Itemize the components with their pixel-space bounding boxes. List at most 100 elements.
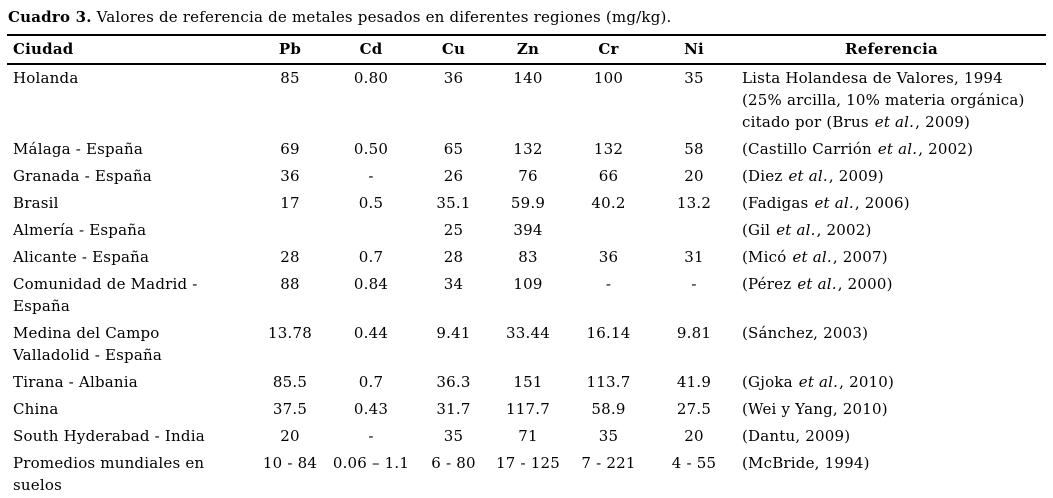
reference-text: Lista Holandesa de Valores, 1994 (25% ar… [742, 69, 1025, 131]
cr-cell: 66 [598, 167, 619, 185]
reference-etal: et al. [814, 194, 854, 212]
zn-cell: 140 [513, 69, 543, 87]
city-cell: Holanda [13, 69, 79, 87]
city-cell: Comunidad de Madrid - España [13, 275, 198, 315]
reference-text: (Pérez [742, 275, 792, 293]
reference-text: (Diez [742, 167, 783, 185]
reference-etal: et al. [776, 221, 816, 239]
reference-text-end: , 2009) [915, 113, 971, 131]
cr-cell [566, 217, 651, 244]
zn-cell: 151 [513, 373, 543, 391]
ni-cell: 58 [684, 140, 704, 158]
column-header-pb: Pb [255, 35, 325, 65]
zn-cell: 76 [518, 167, 538, 185]
column-header-ni: Ni [651, 35, 737, 65]
ni-cell: 13.2 [676, 194, 712, 212]
reference-cell: (Diez et al., 2009) [737, 163, 1046, 190]
table-row: Holanda 85 0.80 36 140 100 35 Lista Hola… [7, 64, 1046, 136]
ni-cell: 4 - 55 [671, 454, 717, 472]
column-header-referencia: Referencia [737, 35, 1046, 65]
cu-cell: 35 [443, 427, 464, 445]
cr-cell: 132 [593, 140, 624, 158]
cd-cell: 0.43 [353, 400, 389, 418]
city-cell: Medina del Campo Valladolid - España [13, 324, 162, 364]
column-header-cr: Cr [566, 35, 651, 65]
cu-cell: 31.7 [436, 400, 471, 418]
pb-cell [255, 217, 325, 244]
reference-text: (Castillo Carrión [742, 140, 872, 158]
table-row: Almería - España 25 394 (Gil et al., 2002… [7, 217, 1046, 244]
table-row: Alicante - España 28 0.7 28 83 36 31 (Mi… [7, 244, 1046, 271]
table-row: Tirana - Albania 85.5 0.7 36.3 151 113.7… [7, 369, 1046, 396]
cu-cell: 36.3 [436, 373, 471, 391]
reference-text: (Micó [742, 248, 787, 266]
zn-cell: 17 - 125 [496, 454, 560, 472]
table-row: Granada - España 36 - 26 76 66 20 (Diez e… [7, 163, 1046, 190]
reference-text: (Sánchez, 2003) [742, 324, 869, 342]
cd-cell [325, 217, 417, 244]
cu-cell: 6 - 80 [431, 454, 476, 472]
reference-values-table: Ciudad Pb Cd Cu Zn Cr Ni Referencia Hola… [7, 34, 1046, 498]
pb-cell: 17 [280, 194, 300, 212]
cu-cell: 35.1 [436, 194, 471, 212]
zn-cell: 83 [518, 248, 538, 266]
cd-cell: - [368, 167, 374, 185]
city-cell: Promedios mundiales en suelos [13, 454, 205, 494]
reference-etal: et al. [874, 113, 915, 131]
cd-cell: 0.5 [358, 194, 384, 212]
cu-cell: 34 [443, 275, 464, 293]
zn-cell: 117.7 [506, 400, 550, 418]
reference-text: (Dantu, 2009) [742, 427, 851, 445]
pb-cell: 28 [280, 248, 300, 266]
reference-text-end: , 2010) [839, 373, 895, 391]
city-cell: South Hyderabad - India [13, 427, 205, 445]
cr-cell: 100 [593, 69, 624, 87]
reference-etal: et al. [792, 248, 832, 266]
cu-cell: 25 [443, 221, 464, 239]
ni-cell: - [691, 275, 697, 293]
cd-cell: 0.50 [353, 140, 389, 158]
pb-cell: 10 - 84 [262, 454, 318, 472]
city-cell: Almería - España [13, 221, 147, 239]
ni-cell: 9.81 [676, 324, 712, 342]
pb-cell: 36 [280, 167, 300, 185]
cr-cell: 58.9 [591, 400, 626, 418]
ni-cell: 35 [684, 69, 704, 87]
city-cell: Brasil [13, 194, 59, 212]
reference-cell: (Gil et al., 2002) [737, 217, 1046, 244]
pb-cell: 13.78 [268, 324, 312, 342]
reference-cell: (Fadigas et al., 2006) [737, 190, 1046, 217]
cd-cell: 0.06 – 1.1 [332, 454, 410, 472]
reference-etal: et al. [788, 167, 828, 185]
cd-cell: 0.44 [353, 324, 389, 342]
pb-cell: 85 [280, 69, 300, 87]
cd-cell: 0.7 [358, 248, 384, 266]
reference-text-end: , 2006) [854, 194, 910, 212]
cr-cell: 16.14 [586, 324, 631, 342]
table-row: Medina del Campo Valladolid - España 13.… [7, 320, 1046, 369]
zn-cell: 71 [518, 427, 538, 445]
zn-cell: 33.44 [506, 324, 550, 342]
pb-cell: 88 [280, 275, 300, 293]
cr-cell: - [605, 275, 612, 293]
cr-cell: 113.7 [586, 373, 631, 391]
pb-cell: 20 [280, 427, 300, 445]
reference-cell: (Pérez et al., 2000) [737, 271, 1046, 320]
table-caption: Cuadro 3. Valores de referencia de metal… [8, 8, 1046, 27]
city-cell: China [13, 400, 59, 418]
pb-cell: 85.5 [272, 373, 308, 391]
zn-cell: 109 [513, 275, 543, 293]
zn-cell: 59.9 [510, 194, 546, 212]
cd-cell: 0.84 [353, 275, 389, 293]
table-row: Brasil 17 0.5 35.1 59.9 40.2 13.2 (Fadig… [7, 190, 1046, 217]
cr-cell: 40.2 [591, 194, 626, 212]
reference-text-end: , 2002) [918, 140, 974, 158]
city-cell: Granada - España [13, 167, 152, 185]
reference-cell: (Micó et al., 2007) [737, 244, 1046, 271]
table-row: China 37.5 0.43 31.7 117.7 58.9 27.5 (We… [7, 396, 1046, 423]
reference-cell: (Castillo Carrión et al., 2002) [737, 136, 1046, 163]
cu-cell: 26 [443, 167, 464, 185]
ni-cell: 20 [684, 167, 704, 185]
reference-etal: et al. [877, 140, 918, 158]
ni-cell: 20 [684, 427, 704, 445]
